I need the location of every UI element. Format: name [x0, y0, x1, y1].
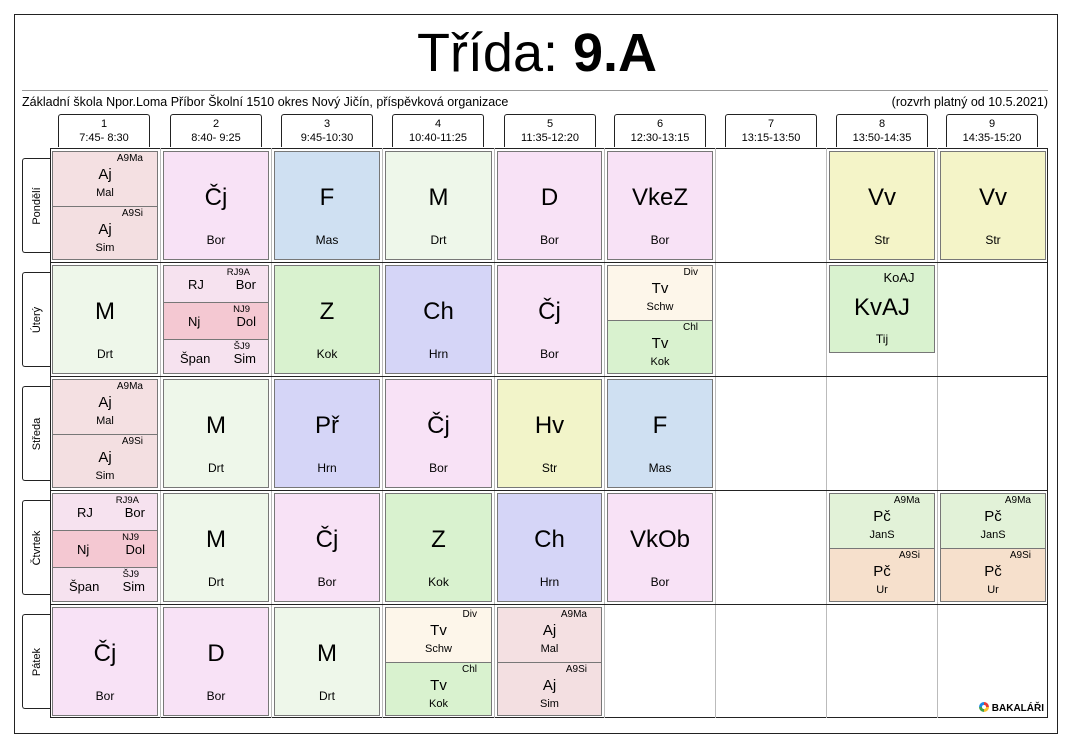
lesson-wed-1[interactable]: A9Ma Aj Mal A9Si Aj Sim — [52, 379, 158, 488]
period-header-4: 4 10:40-11:25 — [392, 114, 484, 147]
valid-from: (rozvrh platný od 10.5.2021) — [891, 95, 1048, 109]
lesson-thu-3[interactable]: Čj Bor — [274, 493, 380, 602]
lesson-mon-8[interactable]: Vv Str — [829, 151, 935, 260]
period-header-6: 6 12:30-13:15 — [614, 114, 706, 147]
lesson-tue-2[interactable]: RJ9A RJ Bor NJ9 Nj Dol ŠJ9 Špan Sim — [163, 265, 269, 374]
period-header-5: 5 11:35-12:20 — [504, 114, 596, 147]
grid-divider — [50, 604, 1048, 605]
lesson-tue-8[interactable]: KoAJ KvAJ Tij — [829, 265, 935, 353]
grid-divider — [604, 148, 605, 718]
lesson-wed-5[interactable]: Hv Str — [497, 379, 602, 488]
lesson-fri-3[interactable]: M Drt — [274, 607, 380, 716]
lesson-tue-4[interactable]: Ch Hrn — [385, 265, 492, 374]
lesson-thu-8[interactable]: A9Ma Pč JanS A9Si Pč Ur — [829, 493, 935, 602]
period-header-1: 1 7:45- 8:30 — [58, 114, 150, 147]
grid-divider — [937, 148, 938, 718]
timetable-grid — [50, 148, 1048, 718]
lesson-thu-9[interactable]: A9Ma Pč JanS A9Si Pč Ur — [940, 493, 1046, 602]
lesson-fri-2[interactable]: D Bor — [163, 607, 269, 716]
lesson-tue-3[interactable]: Z Kok — [274, 265, 380, 374]
period-header-3: 3 9:45-10:30 — [281, 114, 373, 147]
lesson-mon-9[interactable]: Vv Str — [940, 151, 1046, 260]
lesson-mon-3[interactable]: F Mas — [274, 151, 380, 260]
lesson-fri-4[interactable]: Div Tv Schw Chl Tv Kok — [385, 607, 492, 716]
lesson-mon-6[interactable]: VkeZ Bor — [607, 151, 713, 260]
grid-divider — [50, 490, 1048, 491]
header-divider — [22, 90, 1048, 91]
lesson-thu-4[interactable]: Z Kok — [385, 493, 492, 602]
page-frame — [14, 14, 1058, 734]
lesson-mon-1[interactable]: A9Ma Aj Mal A9Si Aj Sim — [52, 151, 158, 260]
lesson-thu-2[interactable]: M Drt — [163, 493, 269, 602]
grid-divider — [50, 262, 1048, 263]
bakalari-logo-icon — [978, 702, 989, 712]
grid-divider — [715, 148, 716, 718]
lesson-fri-1[interactable]: Čj Bor — [52, 607, 158, 716]
lesson-tue-5[interactable]: Čj Bor — [497, 265, 602, 374]
class-name: 9.A — [573, 23, 658, 83]
lesson-fri-5[interactable]: A9Ma Aj Mal A9Si Aj Sim — [497, 607, 602, 716]
lesson-wed-6[interactable]: F Mas — [607, 379, 713, 488]
lesson-mon-5[interactable]: D Bor — [497, 151, 602, 260]
bakalari-logo: BAKALÁŘI — [978, 702, 1044, 714]
page-title: Třída: 9.A — [416, 23, 658, 83]
lesson-thu-6[interactable]: VkOb Bor — [607, 493, 713, 602]
day-header-friday: Pátek — [22, 614, 50, 709]
lesson-wed-3[interactable]: Př Hrn — [274, 379, 380, 488]
period-header-9: 9 14:35-15:20 — [946, 114, 1038, 147]
grid-divider — [382, 148, 383, 718]
grid-divider — [160, 148, 161, 718]
grid-divider — [271, 148, 272, 718]
day-header-monday: Pondělí — [22, 158, 50, 253]
day-header-wednesday: Středa — [22, 386, 50, 481]
grid-divider — [50, 376, 1048, 377]
day-header-thursday: Čtvrtek — [22, 500, 50, 595]
lesson-mon-4[interactable]: M Drt — [385, 151, 492, 260]
lesson-mon-2[interactable]: Čj Bor — [163, 151, 269, 260]
lesson-thu-5[interactable]: Ch Hrn — [497, 493, 602, 602]
lesson-wed-2[interactable]: M Drt — [163, 379, 269, 488]
lesson-tue-6[interactable]: Div Tv Schw Chl Tv Kok — [607, 265, 713, 374]
grid-divider — [494, 148, 495, 718]
period-header-7: 7 13:15-13:50 — [725, 114, 817, 147]
school-name: Základní škola Npor.Loma Příbor Školní 1… — [22, 95, 509, 109]
period-header-2: 2 8:40- 9:25 — [170, 114, 262, 147]
day-header-tuesday: Úterý — [22, 272, 50, 367]
lesson-thu-1[interactable]: RJ9A RJ Bor NJ9 Nj Dol ŠJ9 Špan Sim — [52, 493, 158, 602]
lesson-wed-4[interactable]: Čj Bor — [385, 379, 492, 488]
grid-divider — [826, 148, 827, 718]
lesson-tue-1[interactable]: M Drt — [52, 265, 158, 374]
period-header-8: 8 13:50-14:35 — [836, 114, 928, 147]
